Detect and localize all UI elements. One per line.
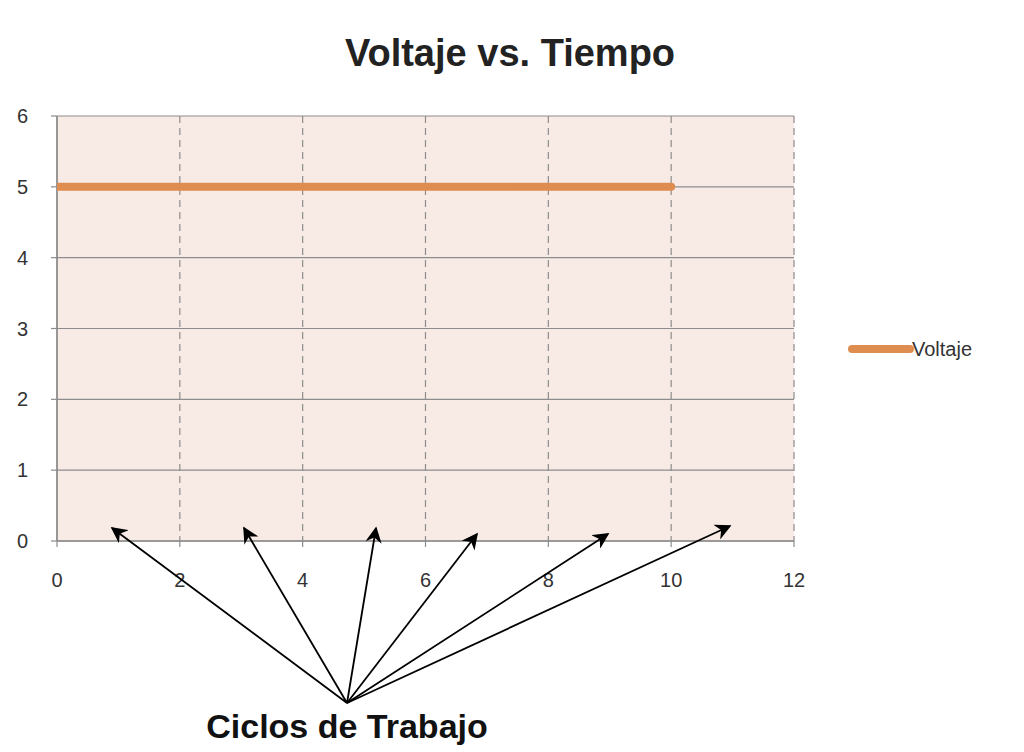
y-grid-line	[57, 186, 794, 187]
annotation: Ciclos de Trabajo	[206, 707, 488, 745]
x-tick	[56, 541, 57, 547]
x-grid-line	[179, 116, 180, 541]
x-tick	[425, 541, 426, 547]
x-grid-line	[56, 116, 57, 541]
annotation-arrow	[347, 528, 376, 703]
x-tick	[302, 541, 303, 547]
series-line	[57, 183, 671, 191]
annotation-arrow	[244, 528, 347, 703]
y-tick-label: 5	[17, 176, 28, 198]
annotation-arrow	[347, 534, 477, 703]
x-tick	[793, 541, 794, 547]
legend-swatch	[852, 345, 910, 353]
y-tick	[51, 115, 57, 116]
x-grid-line	[793, 116, 794, 541]
y-tick-label: 6	[17, 105, 28, 127]
y-tick	[51, 186, 57, 187]
x-tick	[671, 541, 672, 547]
y-grid-line	[57, 257, 794, 258]
x-grid-line	[302, 116, 303, 541]
title: Voltaje vs. Tiempo	[345, 32, 675, 74]
annotation-arrow	[347, 534, 608, 703]
y-tick-label: 0	[17, 530, 28, 552]
legend-label: Voltaje	[912, 338, 972, 360]
y-tick	[51, 328, 57, 329]
x-grid-line	[671, 116, 672, 541]
annotation-arrow	[347, 526, 730, 703]
x-axis	[57, 540, 794, 542]
y-grid-line	[57, 328, 794, 329]
x-tick-label: 12	[783, 569, 805, 591]
x-tick	[179, 541, 180, 547]
y-tick-label: 3	[17, 318, 28, 340]
chart: Voltaje vs. Tiempo0123456024681012Voltaj…	[0, 0, 1024, 752]
x-tick-label: 0	[51, 569, 62, 591]
x-grid-line	[548, 116, 549, 541]
y-axis	[56, 116, 58, 541]
y-tick	[51, 257, 57, 258]
plot-background	[57, 116, 794, 541]
y-tick-label: 1	[17, 459, 28, 481]
x-tick	[548, 541, 549, 547]
annotation-arrow	[112, 528, 347, 703]
y-tick-label: 4	[17, 247, 28, 269]
y-grid-line	[57, 540, 794, 541]
y-tick	[51, 470, 57, 471]
x-tick-label: 10	[660, 569, 682, 591]
x-tick-label: 6	[420, 569, 431, 591]
x-grid-line	[425, 116, 426, 541]
y-tick-label: 2	[17, 388, 28, 410]
y-tick	[51, 540, 57, 541]
x-tick-label: 2	[174, 569, 185, 591]
series-group	[57, 186, 671, 187]
x-tick-label: 4	[297, 569, 308, 591]
y-tick	[51, 399, 57, 400]
